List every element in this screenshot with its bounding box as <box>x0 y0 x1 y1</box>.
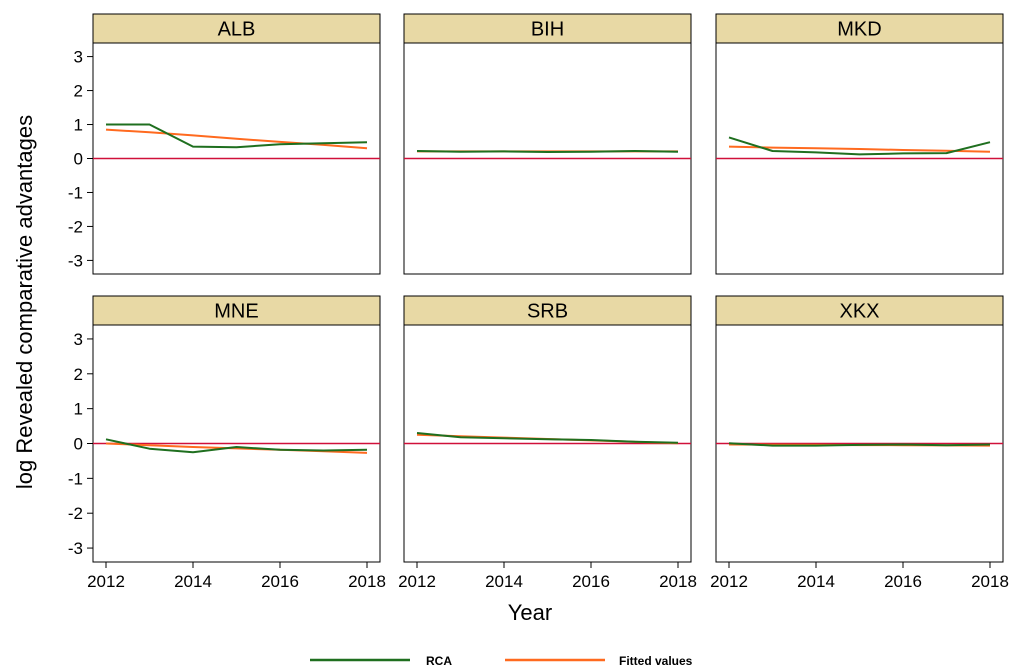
x-tick-label: 2016 <box>572 572 610 591</box>
x-tick-label: 2018 <box>971 572 1009 591</box>
panel-bih: BIH <box>403 13 692 275</box>
panels: ALB BIH MKD MNE SRB XKX <box>92 13 1004 563</box>
y-tick-label: 1 <box>74 116 83 135</box>
x-tick-label: 2014 <box>797 572 835 591</box>
fitted-line <box>728 145 991 153</box>
y-tick-label: 0 <box>74 150 83 169</box>
rca-line <box>728 442 991 447</box>
panel-title: MNE <box>214 301 258 323</box>
panel-strip <box>92 295 381 326</box>
rca-line <box>106 123 368 149</box>
y-axis-title: log Revealed comparative advantages <box>12 115 37 489</box>
x-axis-xkx: 2012 2014 2016 2018 <box>710 562 1009 591</box>
x-tick-label: 2016 <box>884 572 922 591</box>
panel-title: XKX <box>839 301 879 323</box>
y-tick-label: -1 <box>68 469 83 488</box>
x-axis-mne: 2012 2014 2016 2018 <box>87 562 386 591</box>
panel-alb: ALB <box>92 13 381 275</box>
panel-title: SRB <box>527 301 568 323</box>
panel-title: ALB <box>218 19 256 41</box>
x-tick-label: 2012 <box>710 572 748 591</box>
fitted-line <box>105 128 368 150</box>
legend: RCA Fitted values <box>310 654 693 668</box>
x-tick-label: 2016 <box>261 572 299 591</box>
x-tick-label: 2014 <box>174 572 212 591</box>
y-tick-label: -2 <box>68 504 83 523</box>
panel-mkd: MKD <box>715 13 1004 275</box>
legend-label: RCA <box>426 654 452 668</box>
rca-line <box>416 150 679 153</box>
panel-mne: MNE <box>92 295 381 563</box>
y-tick-label: -3 <box>68 539 83 558</box>
legend-label: Fitted values <box>619 654 693 668</box>
rca-line <box>416 432 679 444</box>
x-axis-srb: 2012 2014 2016 2018 <box>398 562 697 591</box>
panel-strip <box>92 13 381 44</box>
x-axis-title: Year <box>508 600 552 625</box>
y-tick-label: 3 <box>74 48 83 67</box>
y-tick-label: -2 <box>68 217 83 236</box>
y-tick-label: 0 <box>74 435 83 454</box>
y-axis-row-2: 3 2 1 0 -1 -2 -3 <box>68 330 93 558</box>
y-tick-label: 2 <box>74 82 83 101</box>
y-tick-label: 2 <box>74 365 83 384</box>
panel-xkx: XKX <box>715 295 1004 563</box>
panel-title: BIH <box>531 19 564 41</box>
rca-line <box>728 136 991 156</box>
x-axes: 2012 2014 2016 2018 2012 2014 2016 2018 2012 2014… <box>87 562 1009 591</box>
legend-item-rca: RCA <box>310 654 452 668</box>
panel-strip <box>403 295 692 326</box>
panel-strip <box>715 295 1004 326</box>
y-tick-label: 1 <box>74 400 83 419</box>
legend-item-fitted: Fitted values <box>505 654 693 668</box>
rca-line <box>105 438 368 454</box>
panel-title: MKD <box>837 19 881 41</box>
y-axes: 3 2 1 0 -1 -2 -3 3 2 1 0 -1 -2 -3 <box>68 48 93 558</box>
panel-strip <box>403 13 692 44</box>
x-tick-label: 2018 <box>659 572 697 591</box>
y-axis-row-1: 3 2 1 0 -1 -2 -3 <box>68 48 93 270</box>
x-tick-label: 2014 <box>485 572 523 591</box>
x-tick-label: 2018 <box>348 572 386 591</box>
y-tick-label: 3 <box>74 330 83 349</box>
y-tick-label: -3 <box>68 251 83 270</box>
x-tick-label: 2012 <box>398 572 436 591</box>
panel-strip <box>715 13 1004 44</box>
y-tick-label: -1 <box>68 183 83 202</box>
x-tick-label: 2012 <box>87 572 125 591</box>
panel-srb: SRB <box>403 295 692 563</box>
